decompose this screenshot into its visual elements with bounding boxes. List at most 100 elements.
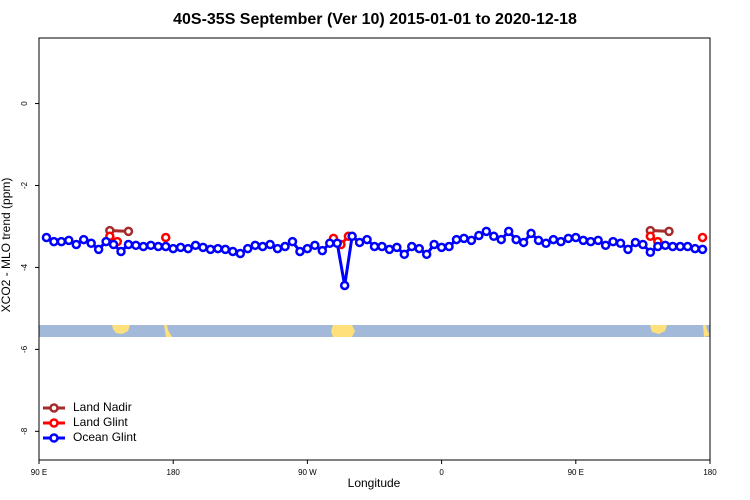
series-line bbox=[45, 229, 703, 286]
land-shape bbox=[331, 325, 355, 337]
point bbox=[511, 234, 521, 245]
point bbox=[496, 234, 506, 245]
point bbox=[183, 243, 193, 254]
land-shape bbox=[650, 325, 667, 334]
series-line bbox=[109, 229, 670, 233]
point bbox=[243, 243, 253, 254]
x-tick-label: 90 W bbox=[298, 468, 317, 477]
point bbox=[369, 241, 380, 252]
point bbox=[354, 237, 365, 248]
point bbox=[600, 240, 611, 251]
point bbox=[436, 242, 447, 253]
point bbox=[235, 248, 246, 259]
point bbox=[682, 241, 693, 252]
point bbox=[399, 249, 410, 260]
point bbox=[295, 246, 305, 257]
point bbox=[175, 242, 186, 253]
point bbox=[548, 234, 559, 245]
map-strip bbox=[39, 325, 710, 337]
point bbox=[392, 242, 402, 253]
point bbox=[220, 244, 231, 255]
point bbox=[429, 239, 439, 250]
point bbox=[697, 244, 708, 255]
point bbox=[56, 236, 67, 247]
point bbox=[317, 245, 328, 256]
series bbox=[105, 225, 674, 237]
point bbox=[451, 234, 462, 245]
point bbox=[421, 249, 432, 260]
point bbox=[138, 241, 149, 252]
point bbox=[228, 246, 238, 257]
legend-label: Ocean Glint bbox=[73, 430, 137, 444]
point bbox=[444, 241, 454, 252]
point bbox=[123, 226, 134, 237]
x-tick-label: 180 bbox=[703, 468, 717, 477]
point bbox=[250, 240, 260, 251]
point bbox=[377, 241, 387, 252]
point bbox=[287, 236, 298, 247]
point bbox=[638, 239, 648, 250]
point bbox=[265, 239, 275, 250]
point bbox=[690, 243, 700, 254]
point bbox=[78, 234, 89, 245]
point bbox=[474, 230, 484, 241]
point bbox=[459, 233, 469, 244]
point bbox=[645, 247, 656, 258]
point bbox=[280, 241, 290, 252]
point bbox=[49, 236, 59, 247]
point bbox=[131, 240, 141, 251]
point bbox=[556, 236, 566, 247]
point bbox=[332, 238, 342, 249]
point bbox=[146, 240, 156, 251]
ocean-strip bbox=[39, 325, 710, 337]
point bbox=[71, 239, 82, 250]
point bbox=[160, 232, 171, 243]
point bbox=[407, 241, 417, 252]
y-tick-label: 0 bbox=[20, 101, 29, 106]
point bbox=[489, 231, 499, 242]
land-shape bbox=[112, 325, 130, 334]
y-tick-label: -2 bbox=[20, 181, 29, 189]
point bbox=[325, 238, 335, 249]
point bbox=[302, 243, 313, 254]
point bbox=[503, 226, 514, 237]
point bbox=[664, 226, 674, 237]
plot-frame bbox=[38, 37, 711, 461]
point bbox=[257, 241, 268, 252]
point bbox=[563, 233, 574, 244]
point bbox=[384, 244, 395, 255]
point bbox=[593, 235, 603, 246]
x-axis-label: Longitude bbox=[348, 476, 401, 490]
y-tick-label: -8 bbox=[20, 427, 29, 435]
point bbox=[578, 235, 589, 246]
x-tick-label: 0 bbox=[439, 468, 444, 477]
x-tick-label: 90 E bbox=[568, 468, 584, 477]
point bbox=[272, 243, 283, 254]
point bbox=[160, 241, 171, 252]
point bbox=[362, 234, 372, 245]
point bbox=[645, 231, 656, 242]
point bbox=[93, 244, 104, 255]
point bbox=[414, 243, 424, 254]
point bbox=[205, 244, 216, 255]
point bbox=[481, 226, 492, 237]
point bbox=[86, 238, 96, 249]
point bbox=[168, 243, 178, 254]
point bbox=[310, 240, 320, 251]
chart-title: 40S-35S September (Ver 10) 2015-01-01 to… bbox=[173, 11, 577, 28]
x-tick-label: 180 bbox=[167, 468, 181, 477]
point bbox=[466, 235, 477, 246]
point bbox=[213, 243, 223, 254]
legend-label: Land Glint bbox=[73, 415, 128, 429]
point bbox=[585, 236, 596, 247]
y-axis-label: XCO2 - MLO trend (ppm) bbox=[0, 178, 13, 313]
point bbox=[697, 232, 708, 243]
point bbox=[675, 241, 685, 252]
point bbox=[533, 235, 544, 246]
legend-label: Land Nadir bbox=[73, 400, 132, 414]
point bbox=[347, 231, 357, 242]
land-shape bbox=[164, 325, 172, 337]
point bbox=[667, 241, 678, 252]
y-tick-label: -4 bbox=[20, 263, 29, 271]
